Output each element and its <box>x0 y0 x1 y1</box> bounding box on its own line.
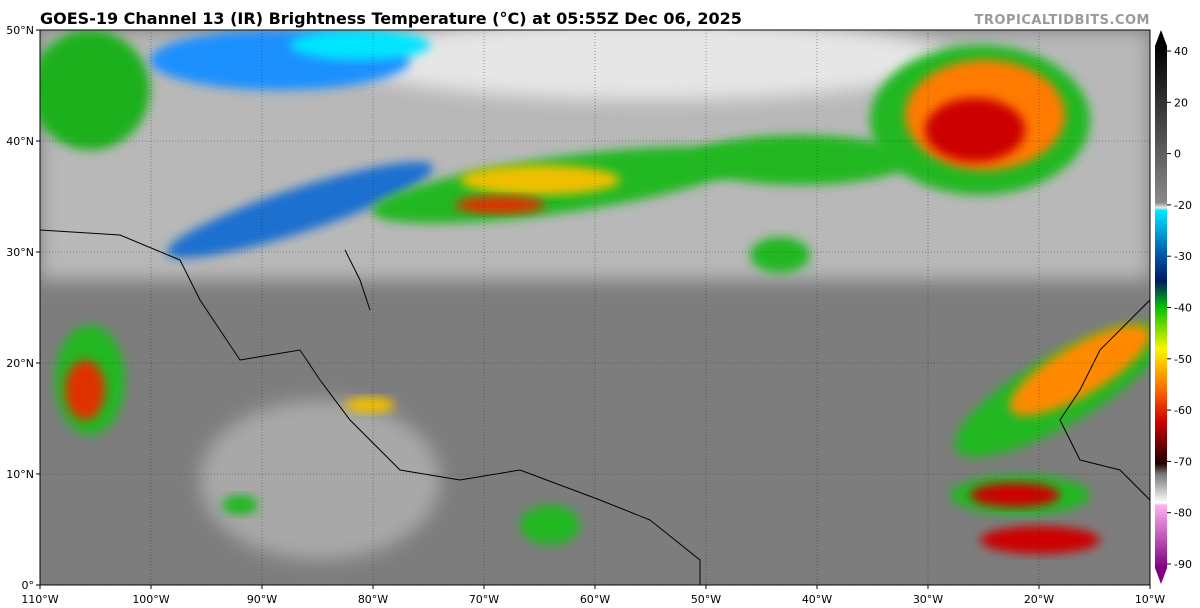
colorbar-label: 40 <box>1174 45 1188 58</box>
y-tick-label: 10°N <box>6 468 34 481</box>
colorbar-label: 20 <box>1174 96 1188 109</box>
colorbar-label: -40 <box>1174 302 1192 315</box>
x-tick-label: 20°W <box>1024 593 1054 606</box>
x-tick-label: 70°W <box>469 593 499 606</box>
x-tick-label: 90°W <box>247 593 277 606</box>
colorbar-label: -50 <box>1174 353 1192 366</box>
colorbar-label: -30 <box>1174 250 1192 263</box>
colorbar-bottom <box>1155 568 1167 584</box>
y-tick-label: 0° <box>22 579 35 592</box>
x-tick-label: 50°W <box>691 593 721 606</box>
watermark: TROPICALTIDBITS.COM <box>975 13 1150 28</box>
y-tick-label: 20°N <box>6 357 34 370</box>
x-tick-label: 40°W <box>802 593 832 606</box>
colorbar-top <box>1155 30 1167 46</box>
title: GOES-19 Channel 13 (IR) Brightness Tempe… <box>40 9 742 28</box>
x-tick-label: 30°W <box>913 593 943 606</box>
colorbar-label: -80 <box>1174 507 1192 520</box>
colorbar-label: -90 <box>1174 558 1192 571</box>
colorbar <box>1155 46 1167 568</box>
x-tick-label: 10°W <box>1135 593 1165 606</box>
x-tick-label: 100°W <box>132 593 169 606</box>
colorbar-label: -20 <box>1174 199 1192 212</box>
x-tick-label: 110°W <box>21 593 58 606</box>
colorbar-label: -70 <box>1174 455 1192 468</box>
colorbar-label: 0 <box>1174 148 1181 161</box>
satellite-imagery <box>40 30 1150 585</box>
colorbar-label: -60 <box>1174 404 1192 417</box>
x-tick-label: 80°W <box>358 593 388 606</box>
x-tick-label: 60°W <box>580 593 610 606</box>
coastline <box>40 229 1150 585</box>
y-tick-label: 40°N <box>6 135 34 148</box>
y-tick-label: 50°N <box>6 24 34 37</box>
y-tick-label: 30°N <box>6 246 34 259</box>
